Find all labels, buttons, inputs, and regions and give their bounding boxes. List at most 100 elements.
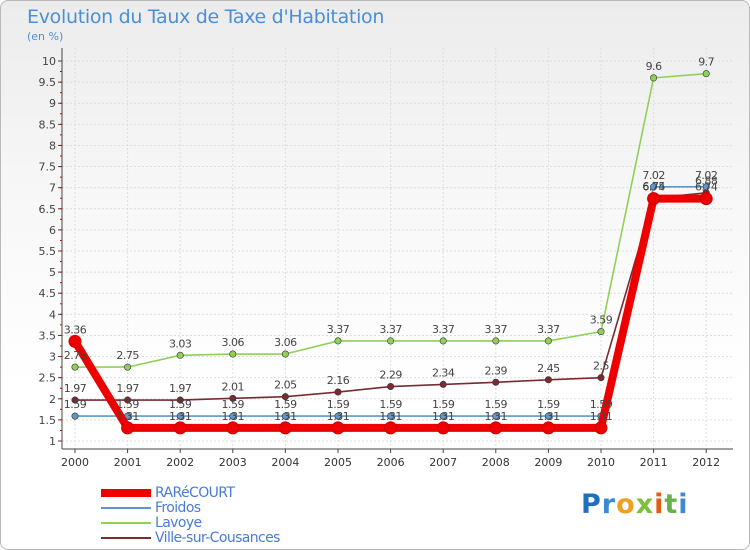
y-tick-label: 3 xyxy=(49,351,56,364)
legend-label: RARéCOURT xyxy=(155,484,235,501)
data-label: 2.75 xyxy=(116,349,139,362)
logo-letter: i xyxy=(678,489,689,520)
x-tick-label: 2007 xyxy=(429,456,457,469)
chart-title: Evolution du Taux de Taxe d'Habitation xyxy=(27,6,385,28)
data-label: 2.39 xyxy=(485,364,508,377)
data-label: 3.06 xyxy=(222,336,245,349)
data-point xyxy=(281,412,289,420)
logo-letter: r xyxy=(601,489,617,520)
data-point xyxy=(594,421,608,435)
x-tick-label: 2000 xyxy=(61,456,89,469)
legend-item: Ville-sur-Cousances xyxy=(101,530,280,546)
data-point xyxy=(229,394,237,402)
x-tick-label: 2011 xyxy=(640,456,668,469)
data-label: 1.31 xyxy=(590,410,613,423)
data-label: 1.97 xyxy=(116,382,139,395)
data-point xyxy=(173,421,187,435)
legend-item: RARéCOURT xyxy=(101,484,280,501)
legend-swatch xyxy=(101,536,151,539)
x-tick-label: 2004 xyxy=(271,456,299,469)
data-point xyxy=(176,396,184,404)
data-label: 1.31 xyxy=(327,410,350,423)
y-tick-label: 4.5 xyxy=(39,287,57,300)
data-point xyxy=(492,412,500,420)
data-point xyxy=(699,192,713,206)
data-label: 2.05 xyxy=(274,379,297,392)
data-point xyxy=(541,421,555,435)
data-point xyxy=(597,328,605,336)
y-tick-label: 1 xyxy=(49,435,56,448)
data-label: 1.97 xyxy=(64,382,87,395)
data-label: 6.88 xyxy=(695,175,718,188)
data-label: 3.37 xyxy=(432,323,455,336)
data-label: 2.75 xyxy=(64,349,87,362)
data-point xyxy=(544,376,552,384)
data-point xyxy=(71,396,79,404)
y-tick-label: 6.5 xyxy=(39,203,57,216)
data-label: 1.59 xyxy=(590,398,613,411)
data-point xyxy=(492,378,500,386)
y-tick-label: 6 xyxy=(49,224,56,237)
proxiti-logo: Proxiti xyxy=(581,489,689,520)
data-label: 1.59 xyxy=(485,398,508,411)
data-point xyxy=(439,412,447,420)
data-label: 1.59 xyxy=(432,398,455,411)
y-tick-label: 9.5 xyxy=(39,76,57,89)
legend-swatch xyxy=(101,521,151,524)
data-label: 6.75 xyxy=(642,180,665,193)
y-tick-label: 5.5 xyxy=(39,245,57,258)
data-label: 3.37 xyxy=(327,323,350,336)
x-tick-label: 2006 xyxy=(377,456,405,469)
x-tick-label: 2001 xyxy=(114,456,142,469)
data-point xyxy=(71,412,79,420)
data-label: 1.31 xyxy=(116,410,139,423)
data-point xyxy=(334,388,342,396)
data-point xyxy=(121,421,135,435)
data-point xyxy=(124,396,132,404)
data-point xyxy=(650,183,658,191)
y-tick-label: 2.5 xyxy=(39,372,57,385)
data-label: 3.03 xyxy=(169,337,192,350)
data-label: 7.02 xyxy=(695,169,718,182)
data-label: 9.6 xyxy=(646,60,662,73)
y-tick-label: 1.5 xyxy=(39,414,57,427)
data-label: 1.31 xyxy=(222,410,245,423)
data-point xyxy=(387,412,395,420)
data-point xyxy=(597,374,605,382)
x-tick-label: 2012 xyxy=(692,456,720,469)
y-tick-label: 9 xyxy=(49,97,56,110)
data-label: 1.31 xyxy=(379,410,402,423)
y-tick-label: 7.5 xyxy=(39,161,57,174)
data-point xyxy=(387,383,395,391)
logo-letter: t xyxy=(664,489,679,520)
data-label: 3.37 xyxy=(537,323,560,336)
data-point xyxy=(331,421,345,435)
data-point xyxy=(281,350,289,358)
data-label: 2.5 xyxy=(593,360,609,373)
x-tick-label: 2009 xyxy=(534,456,562,469)
data-point xyxy=(489,421,503,435)
data-point xyxy=(544,412,552,420)
data-label: 1.31 xyxy=(537,410,560,423)
data-point xyxy=(650,74,658,82)
data-label: 1.59 xyxy=(274,398,297,411)
data-point xyxy=(387,337,395,345)
data-label: 1.97 xyxy=(169,382,192,395)
x-tick-label: 2010 xyxy=(587,456,615,469)
logo-letter: x xyxy=(635,489,655,520)
logo-letter: i xyxy=(654,489,665,520)
y-tick-label: 8.5 xyxy=(39,118,57,131)
y-tick-label: 7 xyxy=(49,182,56,195)
data-label: 1.31 xyxy=(432,410,455,423)
data-point xyxy=(229,412,237,420)
data-point xyxy=(384,421,398,435)
data-label: 1.59 xyxy=(537,398,560,411)
y-tick-label: 8 xyxy=(49,139,56,152)
data-label: 2.29 xyxy=(379,369,402,382)
legend-item: Lavoye xyxy=(101,515,280,531)
data-label: 3.36 xyxy=(64,323,87,336)
data-point xyxy=(702,183,710,191)
data-point xyxy=(281,393,289,401)
